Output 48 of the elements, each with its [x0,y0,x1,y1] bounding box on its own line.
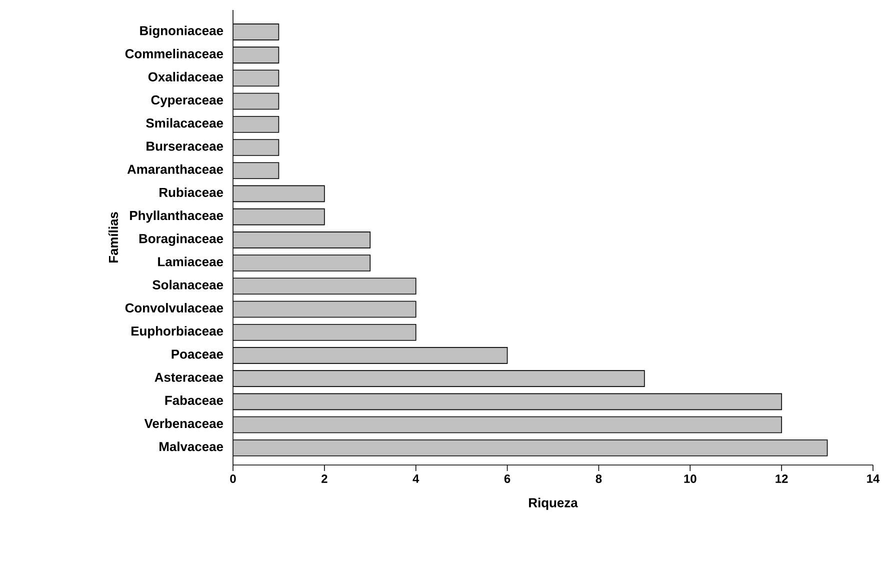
y-tick-label: Malvaceae [160,442,224,452]
y-tick-label: Bignoniaceae [140,26,224,38]
bar [233,393,782,410]
y-tick-label: Asteraceae [154,372,224,382]
y-tick-label: Smilacaceae [146,118,224,128]
bar [233,46,280,64]
y-tick-label: Lamiaceae [158,256,224,266]
x-tick-label: 8 [596,474,602,483]
y-tick-label: Burseraceae [146,142,224,151]
y-tick-label: Cyperaceae [151,95,224,108]
y-tick-label: Verbenaceae [144,418,224,428]
bar [233,162,280,179]
bar [233,208,325,226]
y-tick-label: Oxalidaceae [148,72,224,82]
x-axis-title: Riqueza [529,498,578,510]
y-tick-label: Convolvulaceae [125,303,224,313]
bar [233,300,416,318]
x-tick-label: 0 [230,474,236,483]
bar [233,24,280,40]
bar [233,347,508,364]
y-tick-label: Amaranthaceae [127,164,224,174]
y-tick-label: Solanaceae [152,280,224,290]
x-tick-label: 4 [412,474,420,483]
bar [233,278,416,295]
y-tick-label: Phyllanthaceae [130,210,224,223]
y-tick-label: Commelinaceae [125,48,224,58]
y-tick-label: Boraginaceae [139,234,224,246]
x-tick-label: 2 [322,474,328,483]
bar [233,416,782,434]
bar [233,70,280,87]
y-tick-label: Fabaceae [165,395,224,405]
x-tick-label: 12 [776,474,788,483]
bar [233,439,828,456]
y-axis-title: Famílias [108,212,118,263]
y-tick-label: Euphorbiaceae [132,326,224,338]
x-tick-label: 6 [504,474,510,483]
bar [233,116,280,133]
y-tick-label: Rubiaceae [160,187,224,197]
bar [233,324,416,341]
y-tick-label: Poaceae [172,350,224,359]
bar [233,185,325,202]
bar [233,92,280,110]
x-tick-label: 14 [867,474,880,483]
bar [233,139,280,156]
bar [233,370,645,387]
bar [233,254,371,272]
x-tick-label: 10 [684,474,696,483]
bar [233,232,371,248]
